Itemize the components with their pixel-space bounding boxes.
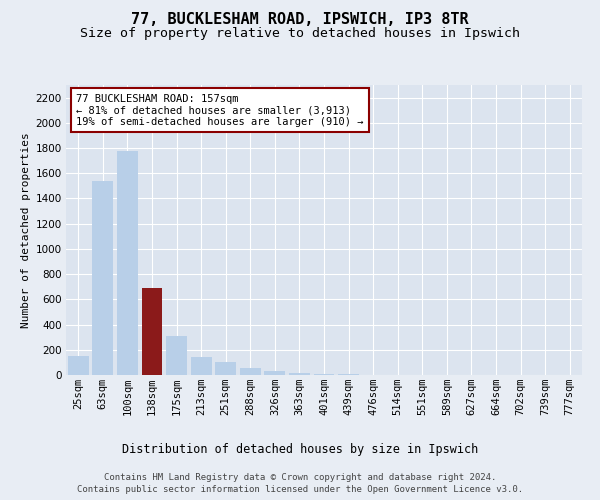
Text: Contains public sector information licensed under the Open Government Licence v3: Contains public sector information licen… xyxy=(77,485,523,494)
Bar xyxy=(215,362,236,375)
Bar xyxy=(142,288,163,375)
Bar xyxy=(117,150,138,375)
Bar xyxy=(166,336,187,375)
Text: Contains HM Land Registry data © Crown copyright and database right 2024.: Contains HM Land Registry data © Crown c… xyxy=(104,472,496,482)
Bar xyxy=(240,368,261,375)
Bar xyxy=(265,372,286,375)
Text: Size of property relative to detached houses in Ipswich: Size of property relative to detached ho… xyxy=(80,28,520,40)
Bar xyxy=(314,374,334,375)
Bar xyxy=(338,374,359,375)
Bar xyxy=(191,358,212,375)
Bar xyxy=(68,356,89,375)
Bar xyxy=(289,373,310,375)
Text: 77, BUCKLESHAM ROAD, IPSWICH, IP3 8TR: 77, BUCKLESHAM ROAD, IPSWICH, IP3 8TR xyxy=(131,12,469,28)
Text: 77 BUCKLESHAM ROAD: 157sqm
← 81% of detached houses are smaller (3,913)
19% of s: 77 BUCKLESHAM ROAD: 157sqm ← 81% of deta… xyxy=(76,94,364,127)
Text: Distribution of detached houses by size in Ipswich: Distribution of detached houses by size … xyxy=(122,442,478,456)
Bar xyxy=(92,181,113,375)
Y-axis label: Number of detached properties: Number of detached properties xyxy=(22,132,31,328)
